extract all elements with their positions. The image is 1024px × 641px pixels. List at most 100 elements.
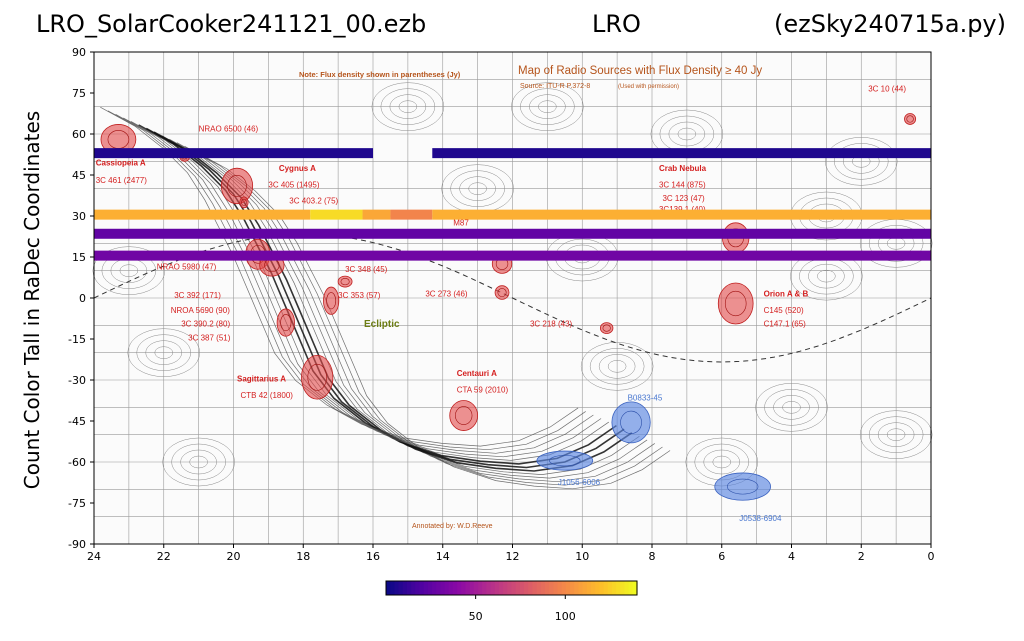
colorbar-step bbox=[549, 581, 554, 595]
radio-source-red bbox=[904, 113, 917, 125]
colorbar-step bbox=[553, 581, 559, 595]
source-label: 3C 144 (875) bbox=[659, 180, 706, 189]
colorbar-step bbox=[419, 581, 425, 595]
radio-source-contour bbox=[549, 455, 581, 467]
radio-source-contour bbox=[620, 410, 642, 434]
count-band-segment bbox=[362, 209, 391, 220]
colorbar-frame bbox=[385, 580, 638, 596]
ecliptic-label: Ecliptic bbox=[364, 319, 400, 330]
colorbar-step bbox=[394, 581, 400, 595]
source-label: Cygnus A bbox=[279, 164, 316, 173]
colorbar-step bbox=[427, 581, 433, 595]
background-contour bbox=[668, 121, 706, 147]
colorbar-step bbox=[599, 581, 605, 595]
y-tick-label: -45 bbox=[68, 415, 86, 428]
source-label: 3C 392 (171) bbox=[174, 291, 221, 300]
colorbar-step bbox=[570, 581, 575, 595]
count-band-segment bbox=[94, 148, 373, 159]
ecliptic-line bbox=[93, 233, 932, 363]
background-contour bbox=[154, 346, 173, 359]
background-contour bbox=[520, 88, 575, 125]
colorbar-step bbox=[590, 581, 596, 595]
background-map: Map of Radio Sources with Flux Density ≥… bbox=[92, 51, 933, 545]
radio-source-contour bbox=[326, 292, 337, 310]
radio-source-contour bbox=[727, 478, 759, 495]
background-contour bbox=[868, 225, 924, 262]
source-label: Crab Nebula bbox=[659, 164, 707, 173]
colorbar-step bbox=[402, 581, 408, 595]
colorbar-step bbox=[386, 581, 391, 595]
galactic-contour bbox=[107, 110, 586, 451]
source-label: 3C 387 (51) bbox=[188, 333, 231, 342]
x-tick-label: 8 bbox=[649, 550, 656, 563]
radio-source-red bbox=[449, 400, 479, 431]
y-tick-label: 0 bbox=[79, 292, 86, 305]
map-annotated-by: Annotated by: W.D.Reeve bbox=[412, 523, 493, 530]
background-contour bbox=[459, 176, 496, 201]
colorbar-step bbox=[519, 581, 525, 595]
background-contour bbox=[589, 348, 645, 385]
source-label: B0833-45 bbox=[628, 394, 663, 403]
radio-source-red bbox=[494, 285, 510, 300]
galactic-contour bbox=[123, 117, 602, 458]
source-label: NRAO 6500 (46) bbox=[199, 124, 259, 133]
y-tick-label: -60 bbox=[68, 456, 86, 469]
background-contour bbox=[180, 449, 217, 475]
colorbar-step bbox=[603, 581, 609, 595]
source-label: 3C 405 (1495) bbox=[268, 180, 319, 189]
map-source-note: (Used with permission) bbox=[618, 84, 679, 90]
count-band-segment bbox=[94, 209, 311, 220]
background-contour bbox=[371, 82, 445, 131]
radio-source-contour bbox=[241, 198, 247, 206]
colorbar-step bbox=[557, 581, 563, 595]
y-tick-label: 30 bbox=[72, 210, 86, 223]
colorbar-step bbox=[423, 581, 429, 595]
background-contour bbox=[92, 246, 166, 295]
colorbar-step bbox=[398, 581, 404, 595]
colorbar-step bbox=[390, 581, 395, 595]
background-contour bbox=[782, 401, 801, 414]
source-label: Orion A & B bbox=[764, 290, 809, 299]
colorbar-step bbox=[498, 581, 504, 595]
colorbar-step bbox=[532, 581, 538, 595]
source-label: 3C139.1 (40) bbox=[659, 205, 706, 214]
x-tick-label: 14 bbox=[436, 550, 450, 563]
y-tick-label: 60 bbox=[72, 128, 86, 141]
source-label: 3C 218 (43) bbox=[530, 320, 573, 329]
source-label: J1056-6006 bbox=[558, 478, 601, 487]
colorbar-step bbox=[536, 581, 542, 595]
map-source: Source: ITU-R P.372-8 bbox=[520, 83, 590, 90]
count-band-segment bbox=[310, 209, 363, 220]
colorbar-step bbox=[624, 581, 630, 595]
radio-source-red bbox=[239, 196, 249, 209]
count-band-segment bbox=[390, 209, 433, 220]
x-tick-label: 2 bbox=[858, 550, 865, 563]
radio-source-red bbox=[276, 308, 295, 337]
background-contour bbox=[529, 94, 566, 119]
colorbar-step bbox=[432, 581, 437, 595]
radio-source-blue bbox=[611, 401, 651, 444]
galactic-contour bbox=[100, 106, 579, 447]
radio-source-red bbox=[337, 275, 353, 288]
radio-source-red bbox=[599, 322, 614, 334]
radio-source-blue bbox=[714, 472, 771, 501]
axes: 24 22 20 18 16 14 12 10 8 6 4 2 09075604530150-15-30… bbox=[68, 46, 934, 563]
background-contour bbox=[389, 94, 427, 119]
colorbar-step bbox=[540, 581, 546, 595]
x-tick-label: 10 bbox=[575, 550, 589, 563]
background-contour bbox=[773, 395, 810, 420]
colorbar-step bbox=[448, 581, 454, 595]
count-band-segment bbox=[432, 209, 931, 220]
background-contour bbox=[886, 428, 906, 441]
y-tick-label: -30 bbox=[68, 374, 86, 387]
file-name-title: LRO_SolarCooker241121_00.ezb bbox=[36, 10, 427, 38]
radio-source-contour bbox=[602, 324, 611, 332]
source-label: Cassiopeia A bbox=[96, 158, 146, 167]
colorbar-step bbox=[628, 581, 634, 595]
colorbar-step bbox=[473, 581, 479, 595]
x-tick-label: 18 bbox=[296, 550, 310, 563]
x-tick-label: 22 bbox=[157, 550, 171, 563]
colorbar-step bbox=[452, 581, 458, 595]
colorbar-step bbox=[561, 581, 567, 595]
